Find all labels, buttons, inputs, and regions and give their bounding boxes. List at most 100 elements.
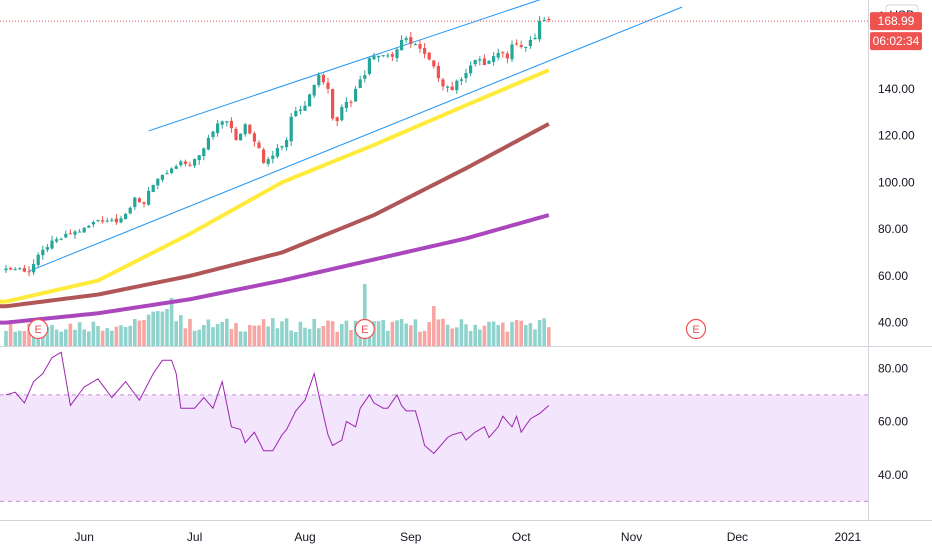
candle-body [386,55,390,57]
candle-body [133,197,137,208]
volume-bar [427,322,431,346]
price-tick-label: 120.00 [878,129,915,143]
volume-bar [266,326,270,346]
time-axis[interactable]: Jun Jul Aug Sep Oct Nov Dec 2021 [75,530,862,544]
volume-bar [524,325,528,346]
candle-body [501,52,505,54]
candle-body [9,268,13,270]
volume-bar [473,324,477,346]
candle-body [216,123,220,133]
volume-bar [77,322,82,346]
volume-bar [519,320,523,346]
volume-bar [528,323,533,346]
volume-bar [197,329,201,346]
rsi-tick-label: 80.00 [878,361,908,375]
candle-body [372,56,376,60]
volume-bar [404,323,408,346]
volume-bar [105,328,109,346]
candle-body [367,58,371,74]
candle-body [377,55,381,58]
candle-body [381,55,385,57]
volume-bar [100,330,105,346]
earnings-marker[interactable]: E [354,318,375,340]
candle-body [36,254,40,265]
candle-body [510,44,514,60]
volume-bar [50,324,54,346]
volume-bar [349,329,353,346]
candle-body [202,148,206,157]
volume-bar [114,326,119,346]
candle-body [528,39,532,47]
candle-body [455,80,459,91]
candle-body [257,142,261,149]
volume-bar [353,320,358,346]
time-tick-label: Aug [294,530,315,544]
volume-bar [326,320,330,346]
volume-bar [160,311,165,346]
volume-bar [45,326,50,346]
volume-bar [215,323,220,346]
volume-bar [542,318,546,346]
countdown-badge: 06:02:34 [870,32,922,51]
volume-bar [317,328,321,346]
last-price-badge: 168.99 [870,12,922,31]
rsi-axis[interactable]: 40.00 60.00 80.00 [878,361,908,481]
volume-bar [13,331,17,346]
volume-bar [18,330,22,346]
volume-bar [252,325,257,346]
volume-bar [73,329,77,346]
volume-bar [372,321,376,346]
volume-bar [183,328,188,346]
earnings-marker[interactable]: E [685,318,707,340]
candle-body [344,101,348,108]
volume-bar [142,320,146,346]
candle-body [206,137,210,150]
volume-bar [441,318,445,346]
trendlines [28,0,683,272]
volume-bar [179,315,183,346]
volume-bar [59,331,63,346]
rsi-tick-label: 40.00 [878,468,908,482]
price-axis[interactable]: 40.00 60.00 80.00 100.00 120.00 140.00 [878,82,915,330]
candle-body [252,133,256,142]
candle-body [538,20,542,40]
candle-body [349,101,353,103]
candle-body [285,140,289,148]
volume-bar [27,323,31,346]
candle-body [312,84,316,96]
rsi-band [0,394,868,502]
candle-body [262,149,266,163]
candle-body [87,225,91,228]
candle-body [266,159,270,164]
volume-bar [376,321,381,346]
volume-bar [459,319,464,346]
volume-bar [137,320,142,346]
volume-bar [284,318,289,346]
candle-body [363,75,367,79]
volume-bar [174,321,178,346]
volume-bar [229,329,234,346]
volume-bar [409,325,413,346]
volume-bar [496,324,500,346]
candle-body [114,218,118,223]
time-tick-label: Oct [512,530,531,544]
volume-bar [478,329,482,346]
candle-body [469,65,473,74]
candle-body [496,52,500,58]
volume-bar [110,330,114,346]
volume-bar [169,298,174,346]
candle-body [91,222,95,225]
price-tick-label: 100.00 [878,175,915,189]
rsi-tick-label: 60.00 [878,415,908,429]
rsi-line [5,351,550,455]
volume-bar [335,331,339,346]
candle-body [271,155,275,159]
volume-bar [395,320,399,346]
candle-body [487,60,491,64]
candle-body [432,60,436,67]
volume-bar [432,306,436,346]
candle-body [197,155,201,161]
candle-body [492,56,496,62]
earnings-marker[interactable]: E [28,318,49,340]
